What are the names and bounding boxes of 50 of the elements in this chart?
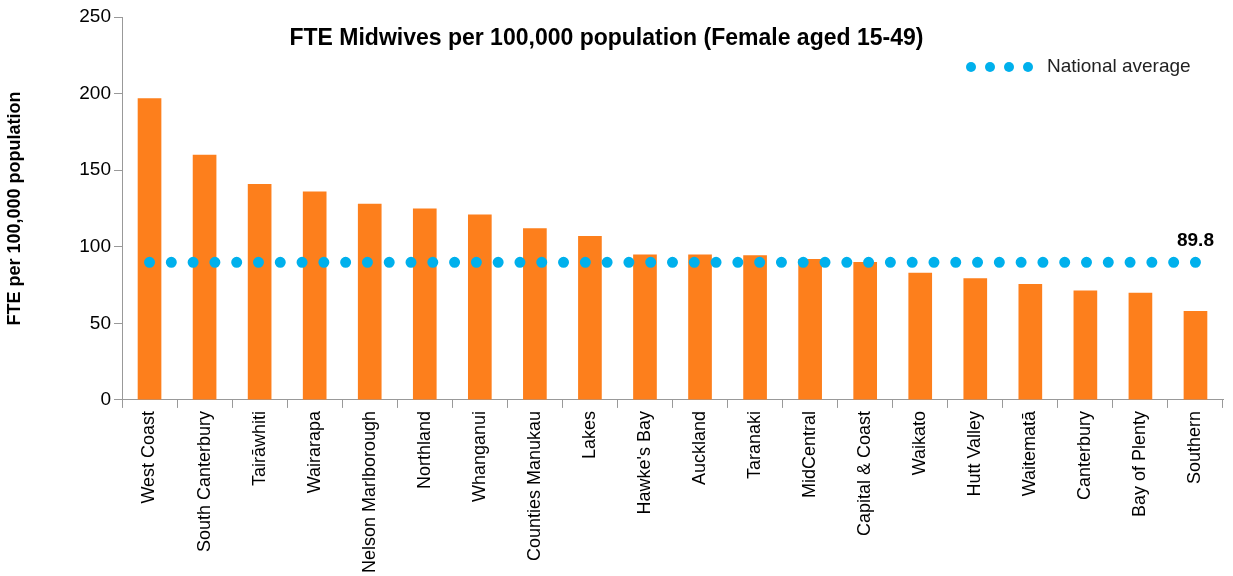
bar xyxy=(1183,311,1208,400)
x-tick-label: Waikato xyxy=(909,410,930,476)
x-tick-label: Southern xyxy=(1184,410,1205,484)
x-tick-label: Tairāwhiti xyxy=(248,410,269,486)
x-tick-label: West Coast xyxy=(138,410,159,504)
chart-title: FTE Midwives per 100,000 population (Female aged 15-49) xyxy=(289,24,924,51)
bar xyxy=(688,254,712,400)
bar xyxy=(302,191,327,400)
bar xyxy=(853,262,878,400)
bar xyxy=(908,272,933,400)
y-axis-title: FTE per 100,000 population xyxy=(3,91,24,326)
bar xyxy=(963,278,988,400)
y-tick-label: 200 xyxy=(79,81,111,103)
bar xyxy=(743,255,767,400)
x-tick-label: Canterbury xyxy=(1074,410,1095,500)
x-tick-label: Hawke's Bay xyxy=(633,410,654,515)
bar xyxy=(247,183,272,400)
x-tick-label: Capital & Coast xyxy=(854,410,875,536)
bar xyxy=(357,203,382,400)
x-tick-label: MidCentral xyxy=(799,410,820,498)
x-tick-label: Auckland xyxy=(688,410,709,485)
bar xyxy=(467,214,492,400)
bar xyxy=(523,228,547,400)
bar xyxy=(412,208,437,400)
x-tick-label: Counties Manukau xyxy=(523,410,544,562)
y-tick-label: 50 xyxy=(89,311,111,333)
bar xyxy=(578,236,602,400)
bar xyxy=(137,98,162,400)
bar xyxy=(633,254,657,400)
bar xyxy=(1128,292,1153,400)
bar xyxy=(798,259,822,400)
bar xyxy=(1073,290,1098,400)
y-tick-label: 250 xyxy=(79,5,111,27)
x-tick-label: Whanganui xyxy=(468,410,489,502)
legend-label: National average xyxy=(1047,55,1191,77)
x-tick-label: Northland xyxy=(413,410,434,489)
x-tick-label: Nelson Marlborough xyxy=(358,410,379,574)
y-tick-label: 100 xyxy=(79,234,111,256)
bar xyxy=(1018,283,1043,400)
x-tick-label: Waitematā xyxy=(1019,409,1040,497)
data-label: 89.8 xyxy=(1176,229,1214,251)
x-tick-label: Wairarapa xyxy=(303,409,324,494)
x-tick-label: Taranaki xyxy=(744,410,765,479)
y-tick-label: 150 xyxy=(79,158,111,180)
x-tick-label: South Canterbury xyxy=(193,410,214,553)
x-tick-label: Lakes xyxy=(578,410,599,459)
bar xyxy=(192,154,217,400)
y-tick-label: 0 xyxy=(100,388,111,410)
x-tick-label: Hutt Valley xyxy=(964,410,985,497)
x-tick-label: Bay of Plenty xyxy=(1129,410,1150,517)
